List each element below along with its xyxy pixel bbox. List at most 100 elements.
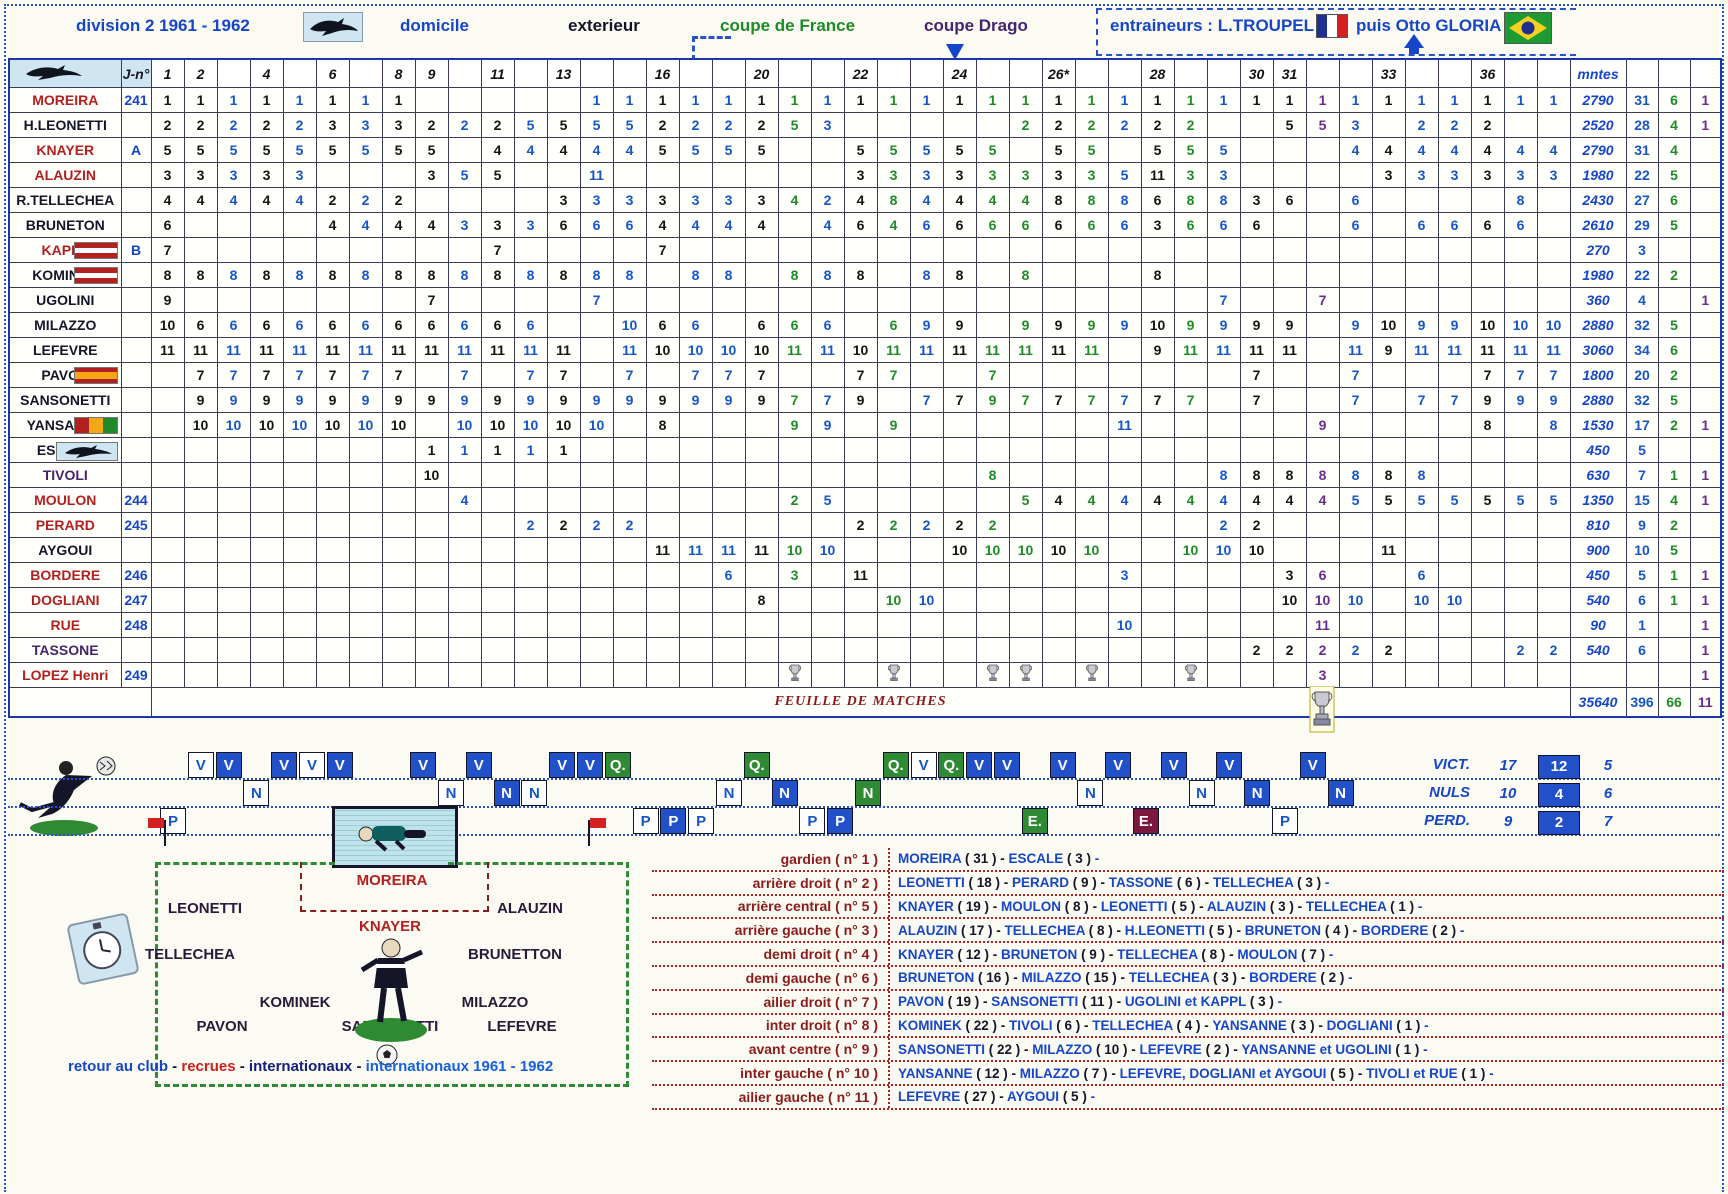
cell: 8 [315,262,350,288]
result-slot-35: V [1105,752,1132,778]
cell: 9 [876,412,911,438]
player-total: 1 [1689,412,1722,438]
corner-flag-right [588,820,590,846]
player-total [1689,137,1722,163]
cell [348,462,383,488]
cell [480,562,515,588]
player-total: 270 [1569,237,1627,263]
cell [1503,537,1538,563]
link-recrues[interactable]: recrues [181,1058,236,1075]
cell: 8 [249,262,284,288]
cell [1338,537,1373,563]
cell: 8 [876,187,911,213]
cell [183,637,218,663]
player-total: 1 [1657,562,1691,588]
link-retour-au-club[interactable]: retour au club [68,1058,169,1075]
cell [645,612,680,638]
cell [348,512,383,538]
cell [414,587,449,613]
player-jn: 245 [120,512,152,538]
cell: 4 [1404,137,1439,163]
coupe-drago-trophy-icon [1307,685,1337,739]
result-slot-2: V [187,752,214,778]
cell: 7 [645,237,680,263]
player-row-knayer: KNAYER A 5 5 5 5 5 5 5 5 5 4 4 4 4 4 5 5 5 5 5 5 5 5 5 5 5 5 5 5 4 4 4 4 4… [8,137,1722,163]
cell [777,137,812,163]
cell: 9 [1206,312,1241,338]
cell [843,312,878,338]
cell [414,87,449,113]
player-total [1689,512,1722,538]
total-cl: 11 [1689,687,1722,718]
cell [216,637,251,663]
cell: 1 [1173,87,1208,113]
cell [1338,237,1373,263]
cell [612,612,647,638]
player-total [1657,662,1691,688]
cell [1272,412,1307,438]
cell: 4 [909,187,944,213]
cell [612,287,647,313]
cell [447,187,482,213]
cell: 8 [546,262,581,288]
cell [513,587,548,613]
cell [216,237,251,263]
cell [414,237,449,263]
match-col-38: 33 [1371,58,1406,88]
cell [1041,612,1076,638]
player-total: 1 [1689,112,1722,138]
cell [1074,612,1109,638]
player-total [1657,437,1691,463]
result-slot-33: V [1049,752,1076,778]
cell: 11 [1437,337,1472,363]
cell [942,562,977,588]
cell: 11 [645,537,680,563]
cell: 1 [1503,87,1538,113]
cell: 3 [348,112,383,138]
cell: 9 [183,387,218,413]
cell [1140,362,1175,388]
cell [1470,587,1505,613]
cell [348,587,383,613]
penalty-box-lines [155,862,629,1087]
cell: 3 [315,112,350,138]
cell [810,162,845,188]
cell: 11 [975,337,1010,363]
cell [876,287,911,313]
cell: 5 [612,112,647,138]
cell: 10 [1536,312,1571,338]
result-value: 5 [1603,757,1613,774]
cell [150,437,185,463]
cell: 11 [1404,337,1439,363]
cell: 9 [744,387,779,413]
cell: 6 [1140,187,1175,213]
player-total [1689,362,1722,388]
cell [579,562,614,588]
cell: 2 [1140,112,1175,138]
cell: 4 [612,137,647,163]
position-row-2: arrière droit ( n° 2 ) LEONETTI ( 18 ) - … [652,871,1724,896]
cell: 9 [216,387,251,413]
cell [282,587,317,613]
cell [150,537,185,563]
cell: 2 [1008,112,1043,138]
cell: 3 [249,162,284,188]
match-col-20: CF [777,58,812,88]
link-internationaux[interactable]: internationaux [248,1058,353,1075]
cell: 9 [1107,312,1142,338]
cell: 4 [1239,487,1274,513]
link-internationaux-1961-1962[interactable]: internationaux 1961 - 1962 [365,1058,554,1075]
cell: 3 [183,162,218,188]
cell [513,287,548,313]
player-total: 2 [1657,362,1691,388]
cell [216,487,251,513]
cell: 10 [1074,537,1109,563]
cell: 8 [579,262,614,288]
cell: 3 [1107,562,1142,588]
cell: 3 [1338,112,1373,138]
cell [1239,612,1274,638]
cell: 11 [1107,412,1142,438]
cell [843,412,878,438]
cell: 6 [315,312,350,338]
cell: 10 [1272,587,1307,613]
